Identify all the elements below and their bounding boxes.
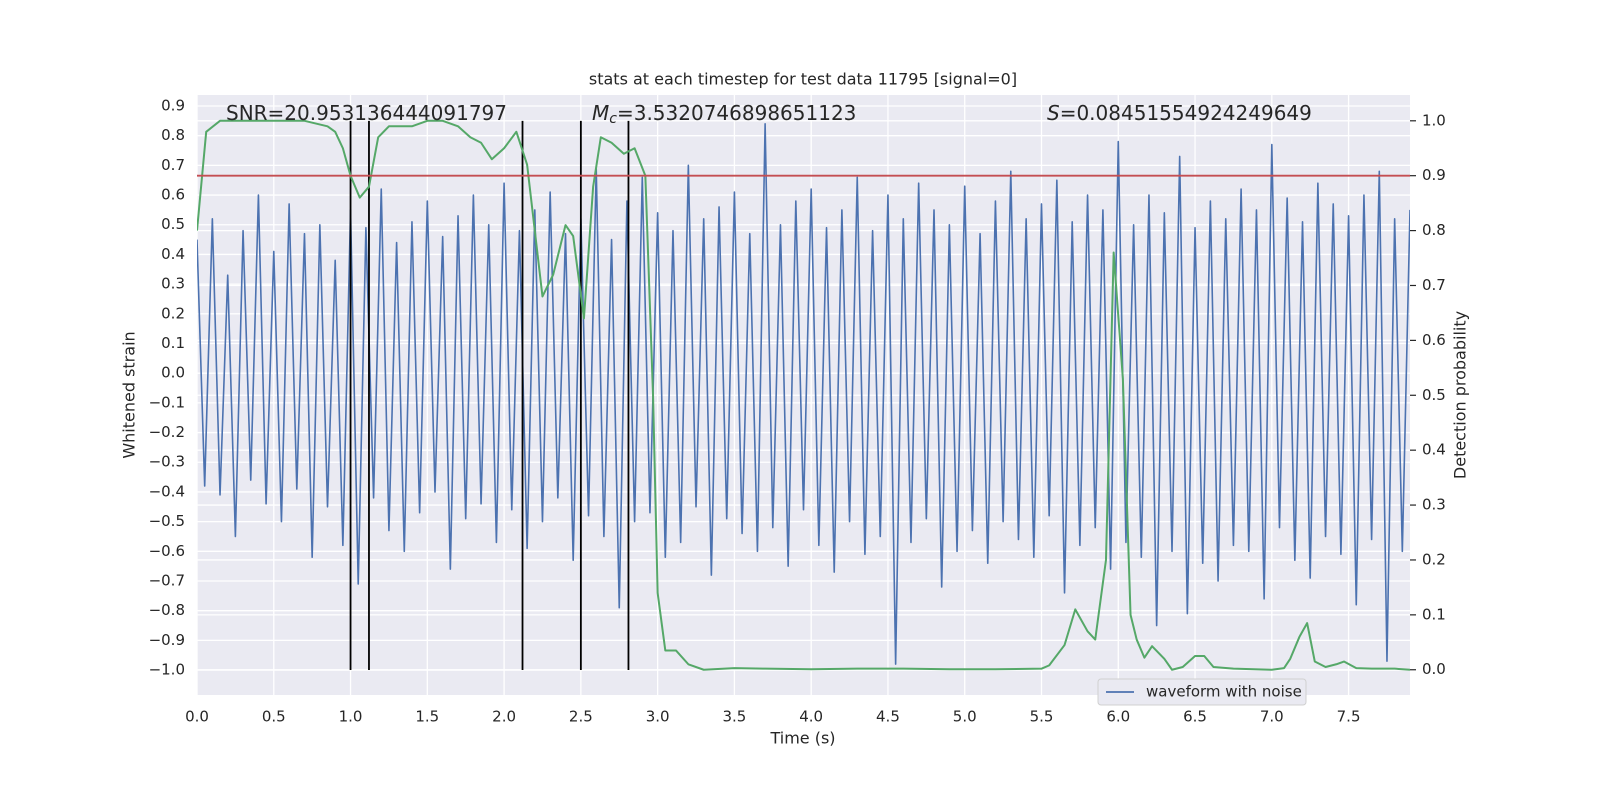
y-tick-label: −0.8 [149, 601, 185, 619]
x-tick-label: 7.0 [1260, 708, 1284, 726]
y-tick-label: 0.0 [161, 364, 185, 382]
annotation: Mc=3.5320746898651123 [592, 101, 856, 128]
y2-tick-label: 1.0 [1422, 111, 1446, 129]
y-tick-label: 0.5 [161, 215, 185, 233]
y-tick-label: 0.6 [161, 186, 185, 204]
y2-tick-label: 0.3 [1422, 496, 1446, 514]
x-tick-label: 2.5 [569, 708, 593, 726]
y-tick-label: 0.4 [161, 245, 185, 263]
x-tick-label: 5.0 [953, 708, 977, 726]
y-tick-label: −0.6 [149, 542, 185, 560]
y-tick-label: −0.1 [149, 393, 185, 411]
legend: waveform with noise [1097, 678, 1307, 706]
annotation-text: =3.5320746898651123 [617, 101, 856, 125]
x-axis-label: Time (s) [769, 729, 835, 748]
waveform-line [197, 123, 1410, 665]
y2-tick-label: 0.5 [1422, 386, 1446, 404]
probability-line [197, 119, 1410, 671]
y-tick-label: −0.9 [149, 631, 185, 649]
x-tick-label: 2.0 [492, 708, 516, 726]
y-tick-label: −0.4 [149, 482, 185, 500]
x-tick-label: 5.5 [1030, 708, 1054, 726]
y-tick-label: −0.2 [149, 423, 185, 441]
y-tick-label: 0.8 [161, 126, 185, 144]
y2-tick-label: 0.0 [1422, 660, 1446, 678]
y2-tick-label: 0.6 [1422, 331, 1446, 349]
x-tick-label: 4.5 [876, 708, 900, 726]
y2-tick-label: 0.4 [1422, 441, 1446, 459]
plot-area [197, 119, 1410, 671]
annotation-subscript: c [609, 111, 617, 127]
x-tick-label: 4.0 [799, 708, 823, 726]
y-tick-label: 0.3 [161, 275, 185, 293]
chart-title: stats at each timestep for test data 117… [589, 70, 1017, 89]
y-tick-label: −1.0 [149, 661, 185, 679]
y-tick-label: −0.7 [149, 571, 185, 589]
x-tick-label: 0.0 [185, 708, 209, 726]
x-tick-label: 0.5 [262, 708, 286, 726]
y-tick-label: −0.3 [149, 453, 185, 471]
x-tick-label: 1.0 [339, 708, 363, 726]
x-tick-label: 1.5 [415, 708, 439, 726]
annotation-symbol: S [1047, 101, 1060, 125]
annotation: S=0.08451554924249649 [1047, 101, 1312, 125]
annotation: SNR=20.953136444091797 [226, 101, 507, 125]
y-axis-label: Whitened strain [120, 331, 139, 458]
y2-tick-label: 0.2 [1422, 550, 1446, 568]
y2-tick-label: 0.9 [1422, 166, 1446, 184]
legend-label: waveform with noise [1146, 683, 1302, 701]
annotation-text: =0.08451554924249649 [1060, 101, 1312, 125]
x-tick-label: 7.5 [1337, 708, 1361, 726]
annotation-symbol: M [592, 101, 609, 125]
x-tick-label: 3.5 [722, 708, 746, 726]
x-tick-label: 3.0 [646, 708, 670, 726]
legend-box [1097, 678, 1307, 706]
y-tick-label: 0.1 [161, 334, 185, 352]
y-tick-label: 0.7 [161, 156, 185, 174]
y-tick-label: 0.9 [161, 96, 185, 114]
y2-tick-label: 0.7 [1422, 276, 1446, 294]
y2-tick-label: 0.8 [1422, 221, 1446, 239]
y-tick-label: 0.2 [161, 304, 185, 322]
x-tick-label: 6.0 [1106, 708, 1130, 726]
annotation-text: SNR=20.953136444091797 [226, 101, 507, 125]
y-tick-label: −0.5 [149, 512, 185, 530]
y2-tick-label: 0.1 [1422, 605, 1446, 623]
x-tick-label: 6.5 [1183, 708, 1207, 726]
y2-axis-label: Detection probability [1451, 311, 1470, 479]
